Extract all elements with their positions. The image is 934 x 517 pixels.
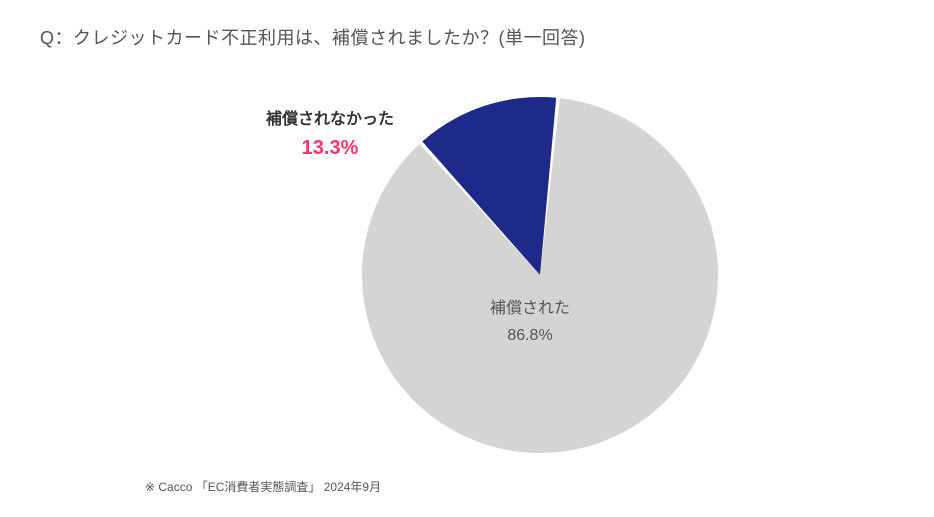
question-text: Q：クレジットカード不正利用は、補償されましたか？(単一回答) — [40, 24, 586, 50]
slice-label-compensated: 補償された86.8% — [490, 295, 570, 349]
chart-container: Q：クレジットカード不正利用は、補償されましたか？(単一回答) 補償されなかった… — [0, 0, 934, 517]
slice-name-compensated: 補償された — [490, 295, 570, 322]
slice-pct-compensated: 86.8% — [490, 322, 570, 349]
slice-name-not-compensated: 補償されなかった — [250, 105, 410, 129]
pie-chart — [360, 95, 720, 455]
source-footnote: ※ Cacco 「EC消費者実態調査」 2024年9月 — [145, 478, 381, 495]
slice-label-not-compensated: 補償されなかった 13.3% — [250, 105, 410, 160]
slice-pct-not-compensated: 13.3% — [250, 137, 410, 160]
pie-svg — [360, 95, 720, 455]
